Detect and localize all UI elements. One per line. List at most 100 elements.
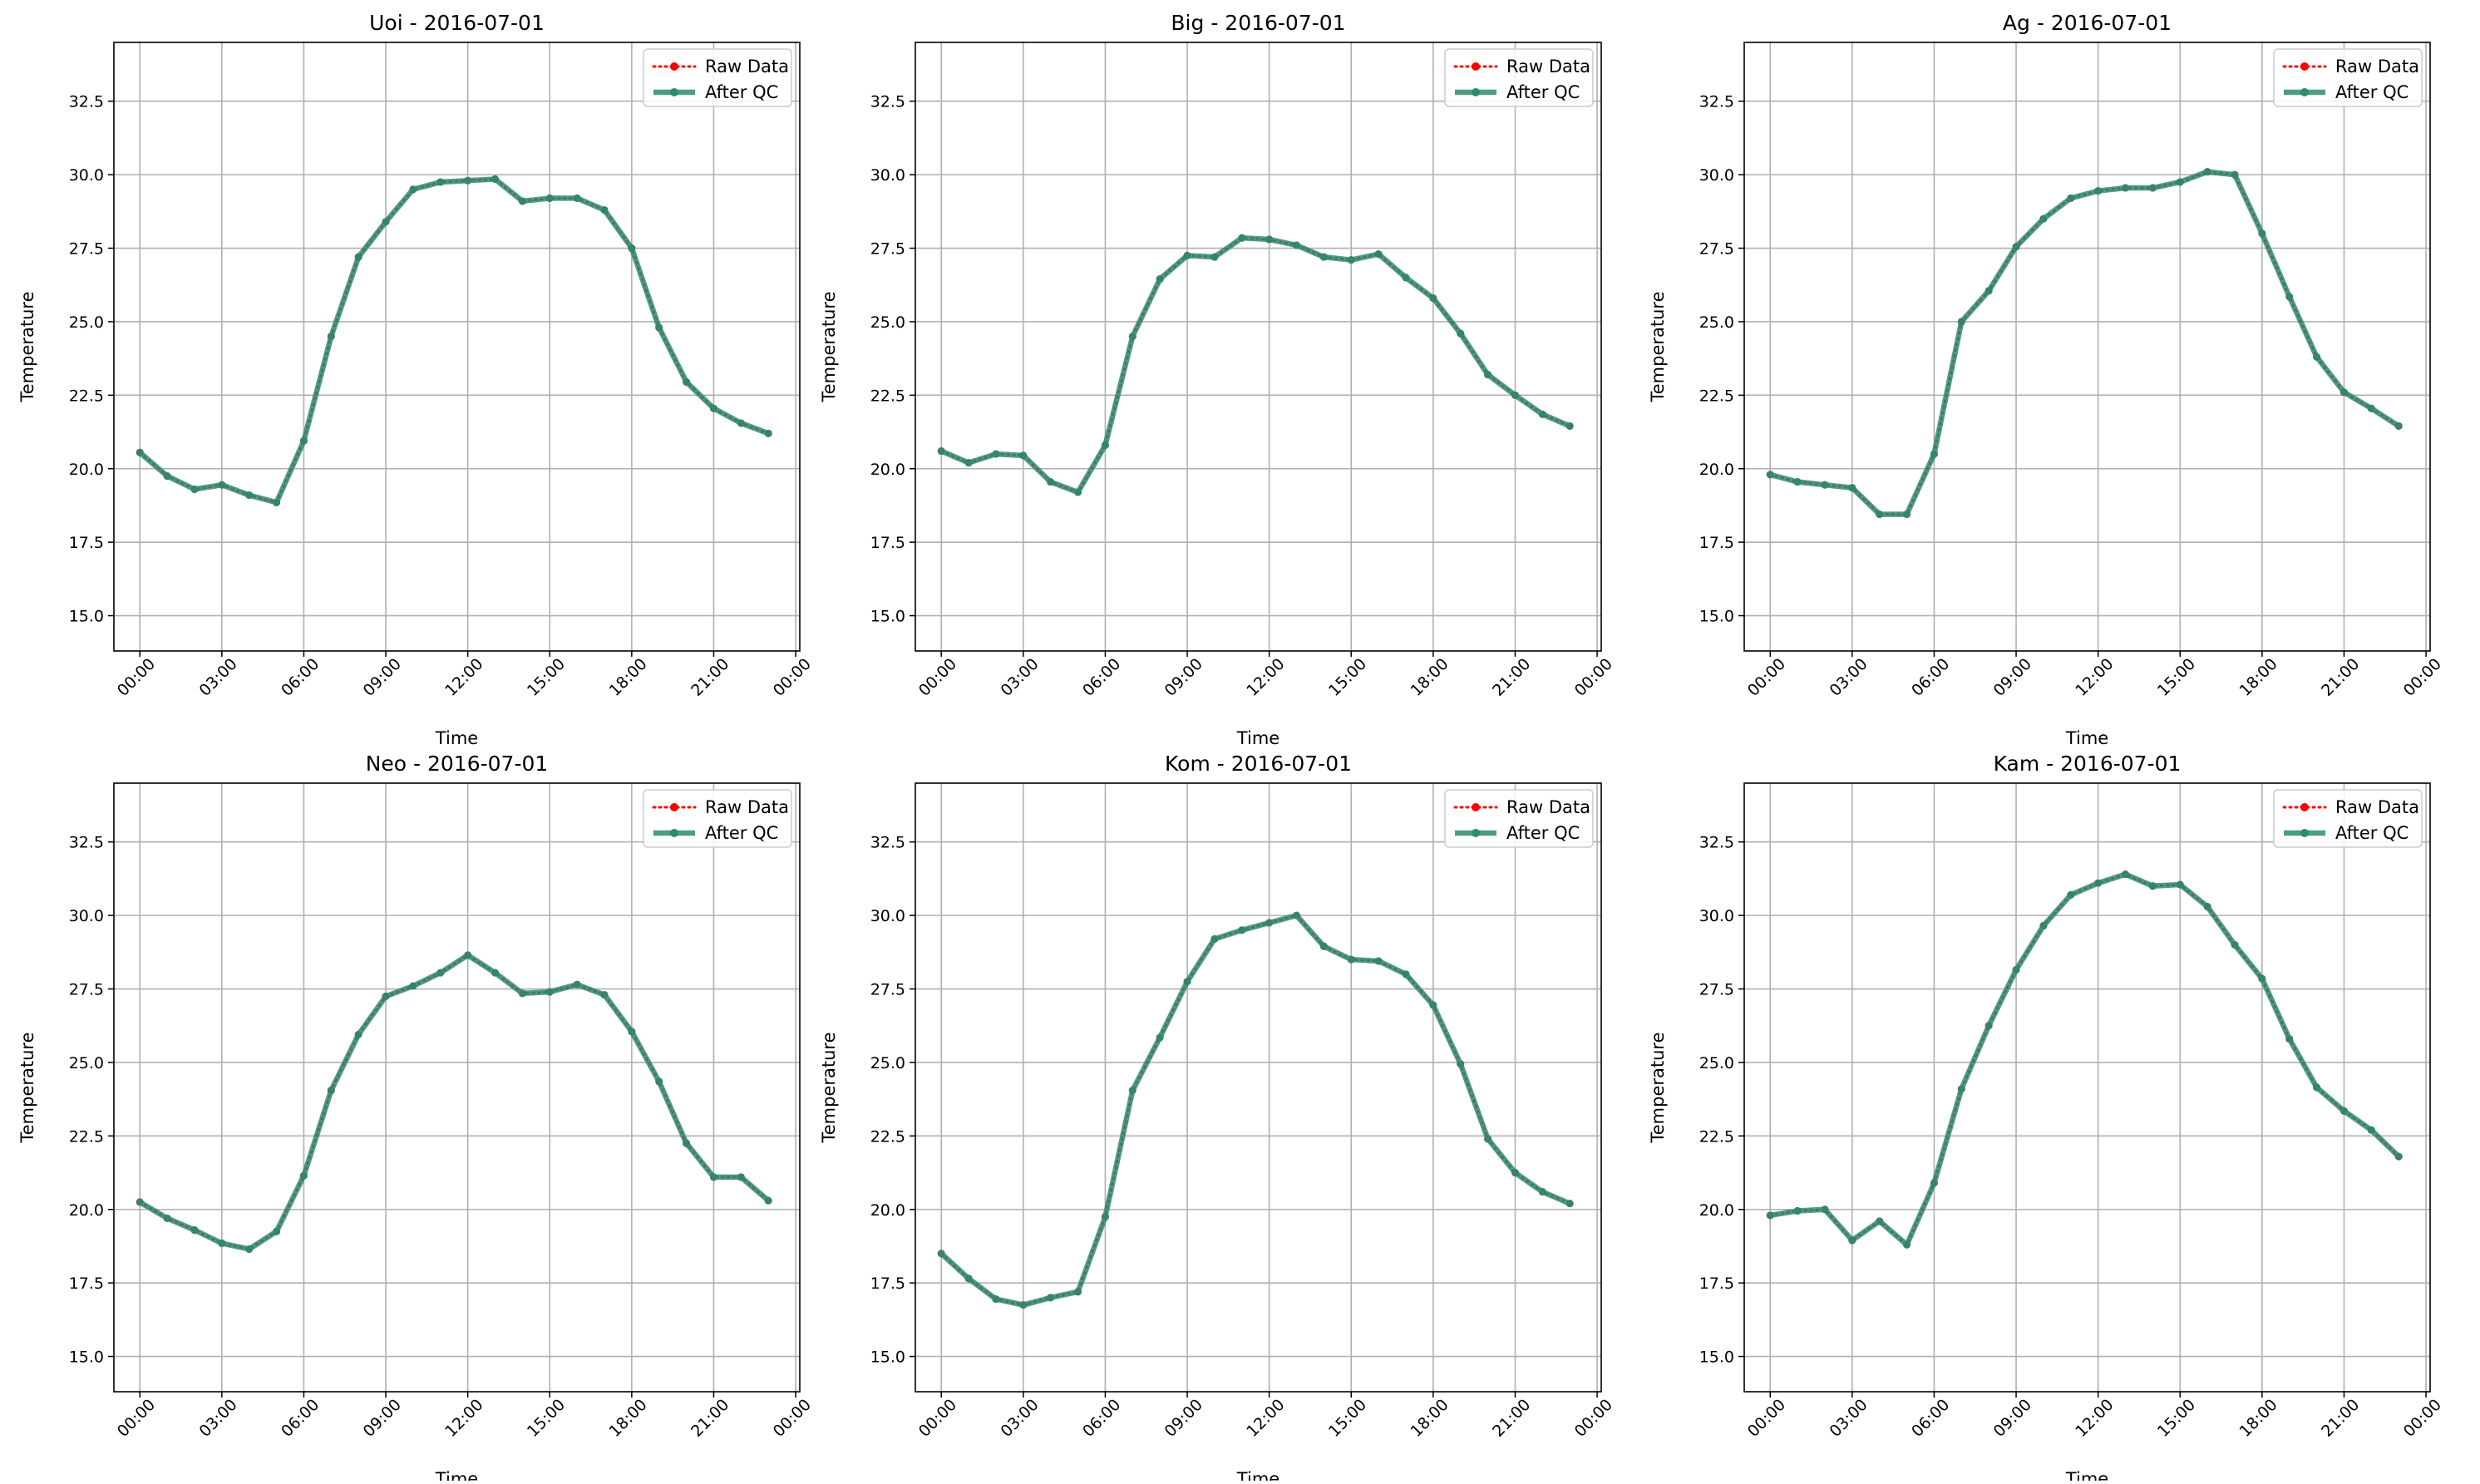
y-tick-label: 17.5 [69,1274,104,1293]
point-after-qc [1210,253,1219,261]
legend: Raw Data After QC [1444,789,1594,848]
subplot-5: 00:00 03:00 06:00 09:00 12:00 15:00 18:00 21:00… [819,752,1616,1484]
y-axis-label: Temperature [819,291,839,402]
y-tick-label: 15.0 [69,1348,104,1367]
point-after-qc [2148,882,2157,890]
point-after-qc [1210,934,1219,943]
point-after-qc [1347,256,1355,264]
point-after-qc [1019,1301,1028,1309]
x-tick-label: 03:00 [195,1396,240,1441]
point-after-qc [163,472,171,481]
y-tick-label: 15.0 [1699,1348,1734,1367]
point-after-qc [600,206,609,214]
x-tick-label: 18:00 [605,655,650,700]
point-after-qc [1848,1236,1856,1245]
y-tick-label: 22.5 [870,387,905,405]
point-after-qc [1511,1169,1519,1177]
point-after-qc [764,429,772,437]
series-line-after-qc [1769,871,2401,1248]
point-after-qc [937,1250,945,1258]
y-tick-label: 32.5 [69,93,104,111]
point-after-qc [1265,235,1274,244]
point-after-qc [354,253,362,261]
y-tick-label: 30.0 [1699,907,1734,925]
legend-marker-after-qc [2300,829,2309,837]
point-after-qc [1128,333,1136,341]
plot-frame [1743,782,2431,1393]
y-tick-label: 20.0 [870,461,905,479]
point-after-qc [1128,1087,1136,1095]
point-after-qc [1183,978,1191,986]
point-after-qc [436,969,445,977]
x-tick-label: 03:00 [997,655,1042,700]
point-after-qc [1457,1060,1465,1068]
plot-frame [915,42,1602,652]
y-tick-label: 15.0 [1699,608,1734,626]
x-tick-label: 03:00 [997,1396,1042,1441]
point-after-qc [1047,1294,1055,1302]
point-after-qc [1374,957,1383,965]
point-after-qc [1019,451,1028,460]
point-after-qc [327,1087,335,1095]
point-after-qc [655,323,663,332]
y-tick-label: 22.5 [1699,387,1734,405]
plot-frame [113,42,801,652]
legend-label: Raw Data [2335,57,2419,76]
legend-marker-raw-data [1472,62,1480,71]
point-after-qc [2012,243,2020,251]
x-tick-label: 09:00 [1990,655,2035,700]
legend-label: After QC [705,823,778,843]
x-tick-label: 18:00 [605,1396,650,1441]
x-tick-label: 21:00 [688,1396,732,1441]
x-tick-label: 03:00 [1826,655,1871,700]
x-tick-label: 21:00 [2318,655,2363,700]
point-after-qc [600,991,609,999]
point-after-qc [382,992,390,1000]
point-after-qc [1876,510,1884,519]
plot-frame [1743,42,2431,652]
point-after-qc [709,404,717,412]
legend-label: Raw Data [2335,797,2419,817]
legend: Raw Data After QC [2273,48,2423,107]
series-line-raw-data [939,236,1571,494]
legend-label: After QC [1506,82,1580,102]
y-tick-label: 17.5 [870,534,905,552]
point-after-qc [2203,168,2211,176]
point-after-qc [1429,1001,1437,1009]
legend-marker-raw-data [2300,62,2309,71]
point-after-qc [2203,903,2211,911]
x-tick-label: 09:00 [1990,1396,2035,1441]
series-line-raw-data [138,177,770,505]
point-after-qc [964,459,973,467]
x-tick-label: 18:00 [2236,1396,2280,1441]
point-after-qc [545,988,554,996]
point-after-qc [992,1295,1000,1304]
point-after-qc [1821,481,1829,489]
point-after-qc [2148,184,2157,192]
point-after-qc [1984,1022,1993,1030]
legend-marker-after-qc [1472,88,1480,96]
y-tick-label: 20.0 [870,1201,905,1220]
point-after-qc [1074,488,1082,496]
legend-label: After QC [1506,823,1580,843]
subplot-2: 00:00 03:00 06:00 09:00 12:00 15:00 18:00 21:00… [819,11,1616,748]
point-after-qc [1265,919,1274,927]
y-tick-label: 15.0 [69,608,104,626]
x-tick-label: 03:00 [195,655,240,700]
point-after-qc [2094,187,2103,195]
point-after-qc [683,1139,691,1147]
x-tick-label: 12:00 [441,655,486,700]
x-tick-label: 09:00 [360,1396,405,1441]
y-tick-label: 27.5 [69,240,104,259]
point-after-qc [1101,1213,1109,1221]
point-after-qc [1903,510,1911,519]
legend-marker-after-qc [670,88,678,96]
point-after-qc [1766,471,1774,479]
point-after-qc [2094,879,2103,887]
subplot-title: Big - 2016-07-01 [1171,11,1345,35]
x-tick-label: 09:00 [360,655,405,700]
point-after-qc [491,969,500,977]
y-tick-label: 25.0 [1699,313,1734,332]
point-after-qc [518,197,526,205]
point-after-qc [1101,441,1109,449]
